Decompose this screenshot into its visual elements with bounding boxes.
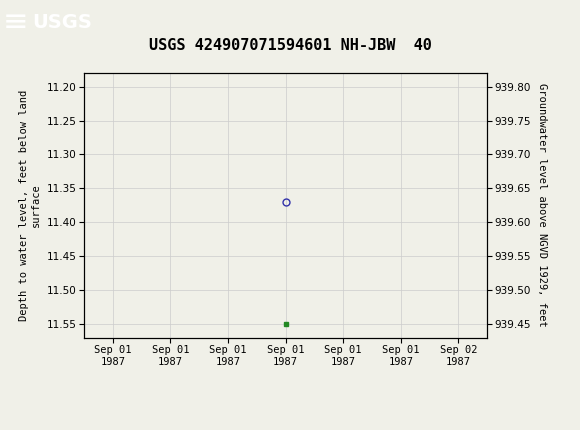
Text: USGS 424907071594601 NH-JBW  40: USGS 424907071594601 NH-JBW 40 bbox=[148, 38, 432, 52]
Y-axis label: Groundwater level above NGVD 1929, feet: Groundwater level above NGVD 1929, feet bbox=[537, 83, 547, 327]
Text: ≡: ≡ bbox=[3, 8, 28, 37]
Text: USGS: USGS bbox=[32, 13, 92, 32]
Y-axis label: Depth to water level, feet below land
surface: Depth to water level, feet below land su… bbox=[20, 90, 41, 321]
